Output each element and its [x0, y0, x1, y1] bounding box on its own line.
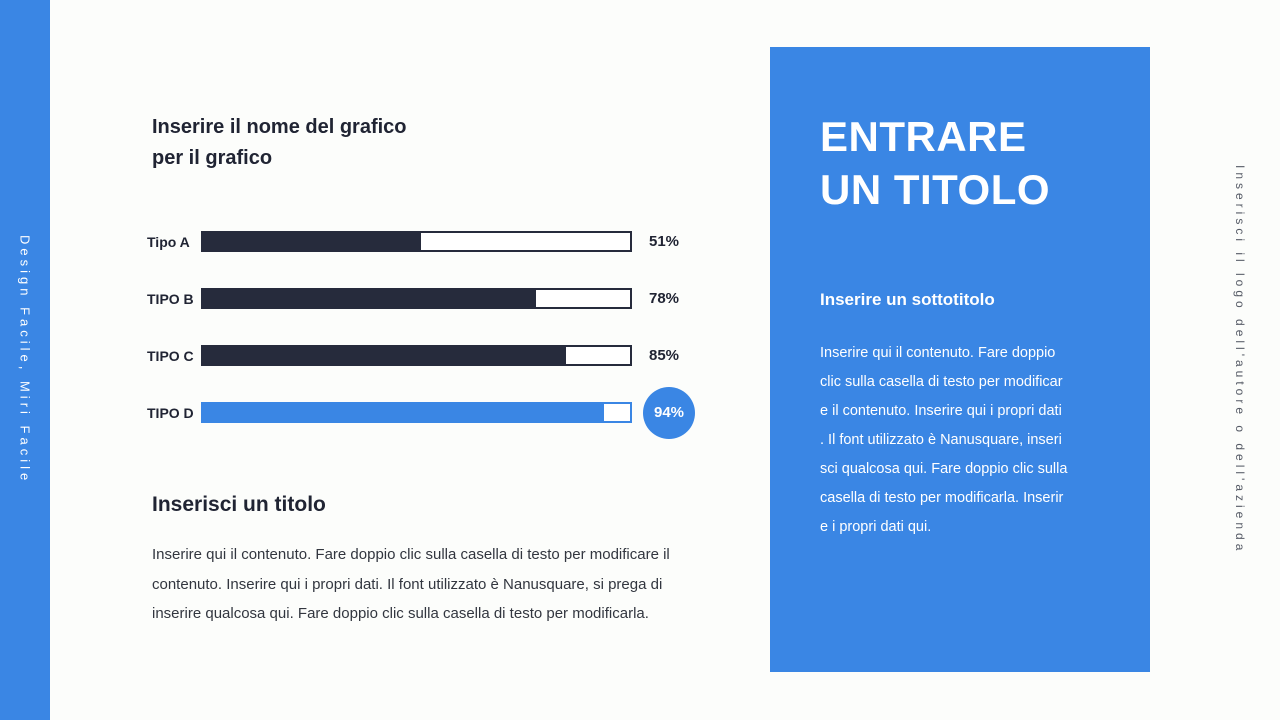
bar-label: TIPO C — [147, 347, 194, 364]
bar-value: 78% — [649, 290, 680, 307]
panel-paragraph: Inserire qui il contenuto. Fare doppio c… — [820, 345, 1068, 535]
bar-track — [201, 231, 632, 252]
bar-fill — [203, 404, 605, 421]
bar-label: TIPO B — [147, 290, 194, 307]
section-heading: Inserisci un titolo — [152, 493, 326, 516]
bar-fill — [203, 347, 566, 364]
chart-title: Inserire il nome del grafico per il graf… — [152, 116, 407, 169]
bar-value: 85% — [649, 347, 680, 364]
bar-row: TIPO B 78% — [147, 288, 727, 309]
bar-row: TIPO C 85% — [147, 345, 727, 366]
bar-label: TIPO D — [147, 404, 194, 421]
bar-fill — [203, 233, 421, 250]
panel-subtitle: Inserire un sottotitolo — [820, 290, 995, 309]
section-paragraph: Inserire qui il contenuto. Fare doppio c… — [152, 546, 670, 622]
bar-track — [201, 345, 632, 366]
bar-value-badge: 94% — [643, 386, 695, 439]
right-rail-caption: Inserisci il logo dell'autore o dell'azi… — [1233, 165, 1247, 555]
bar-label: Tipo A — [147, 233, 190, 250]
bar-track — [201, 288, 632, 309]
left-rail-caption: Design Facile, Miri Facile — [17, 235, 33, 485]
bar-track — [201, 402, 632, 423]
panel-title: ENTRARE UN TITOLO — [820, 113, 1051, 213]
bar-row: Tipo A 51% — [147, 231, 727, 252]
bar-row: TIPO D 94% — [147, 386, 727, 439]
bar-fill — [203, 290, 537, 307]
left-accent-rail: Design Facile, Miri Facile — [0, 0, 50, 720]
right-rail: Inserisci il logo dell'autore o dell'azi… — [1222, 0, 1258, 720]
bar-chart: Tipo A 51% TIPO B 78% TIPO C 85% TIPO D — [147, 231, 727, 459]
bar-value: 51% — [649, 233, 680, 250]
title-panel: ENTRARE UN TITOLO Inserire un sottotitol… — [770, 47, 1150, 672]
